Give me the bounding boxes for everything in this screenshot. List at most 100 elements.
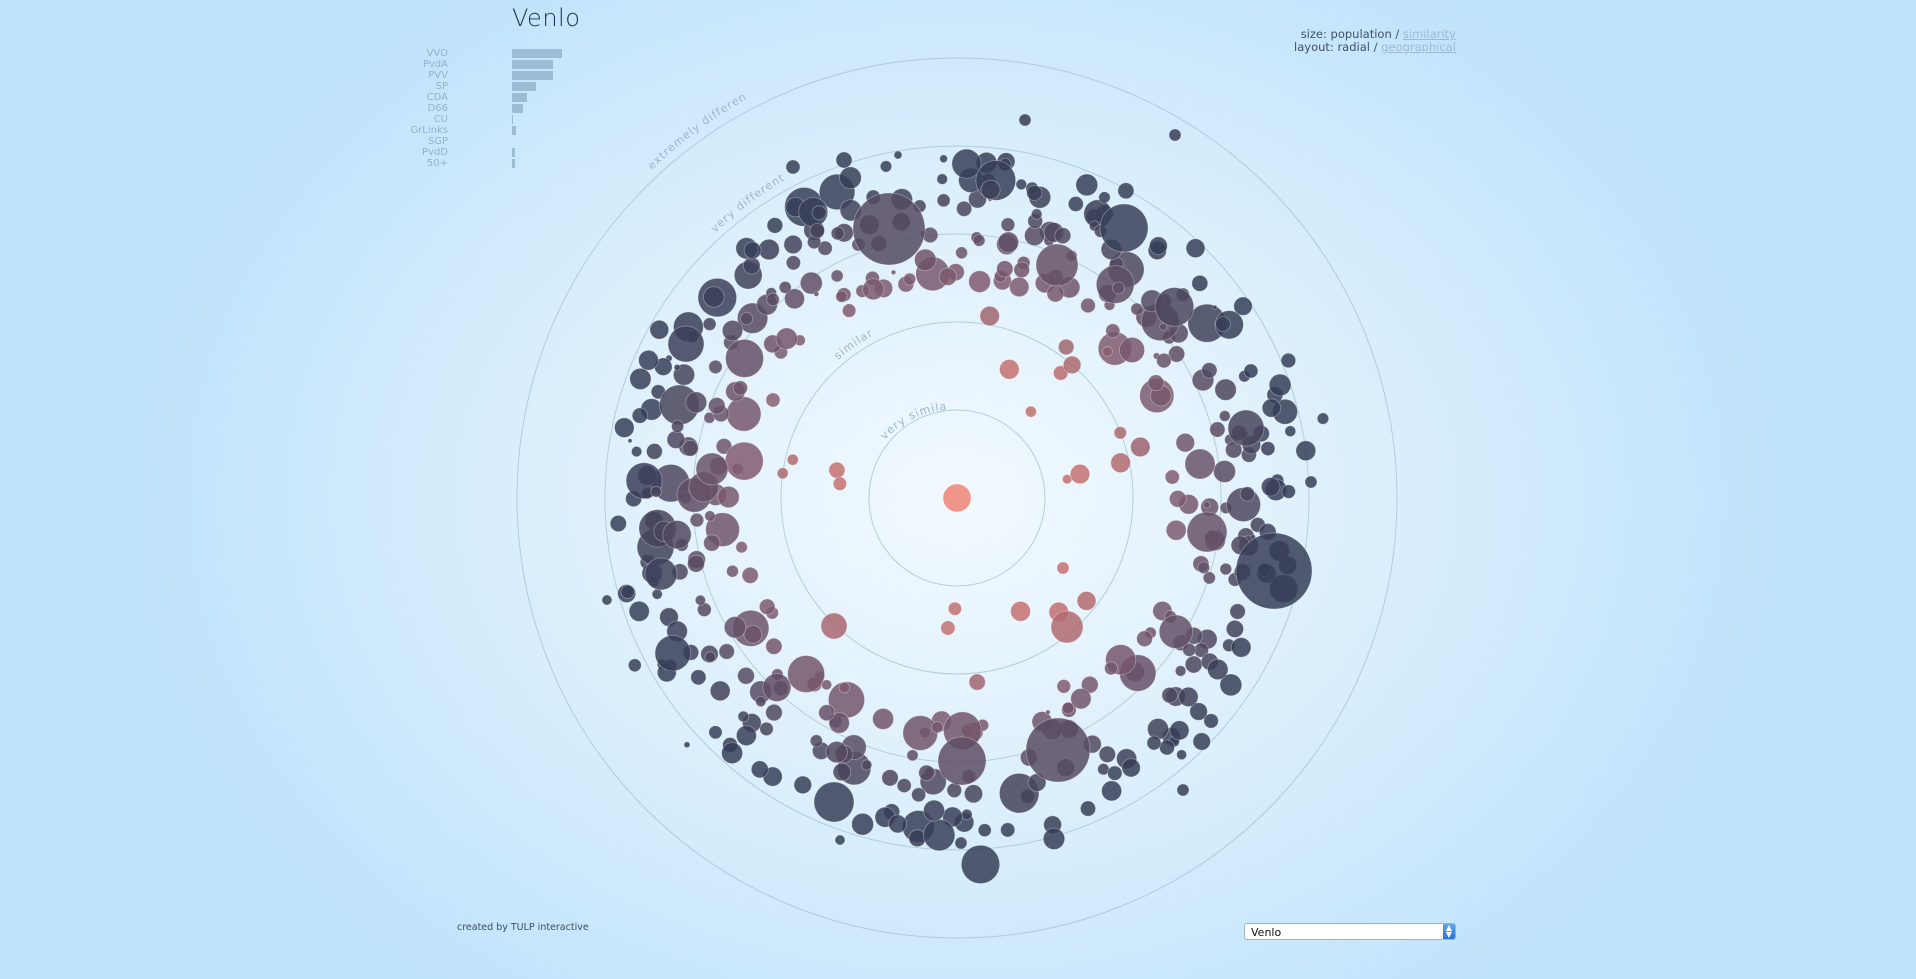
- municipality-bubble[interactable]: [1154, 287, 1195, 327]
- municipality-bubble[interactable]: [1207, 658, 1229, 681]
- municipality-bubble[interactable]: [835, 290, 848, 303]
- municipality-bubble[interactable]: [1101, 780, 1122, 802]
- municipality-bubble[interactable]: [938, 267, 958, 286]
- municipality-bubble[interactable]: [972, 234, 986, 247]
- municipality-bubble[interactable]: [1056, 561, 1070, 575]
- municipality-bubble[interactable]: [830, 269, 844, 283]
- municipality-bubble[interactable]: [893, 150, 903, 160]
- municipality-bubble[interactable]: [1025, 405, 1037, 418]
- municipality-bubble[interactable]: [682, 439, 699, 457]
- municipality-bubble[interactable]: [890, 269, 897, 276]
- municipality-bubble[interactable]: [813, 291, 820, 297]
- municipality-bubble[interactable]: [888, 814, 908, 834]
- municipality-bubble[interactable]: [654, 635, 691, 672]
- municipality-bubble[interactable]: [695, 452, 729, 486]
- municipality-bubble[interactable]: [736, 725, 757, 746]
- municipality-bubble[interactable]: [1201, 362, 1218, 379]
- municipality-bubble[interactable]: [1178, 686, 1199, 708]
- municipality-bubble[interactable]: [1061, 701, 1075, 715]
- municipality-bubble[interactable]: [1260, 441, 1276, 457]
- municipality-bubble[interactable]: [750, 760, 769, 779]
- municipality-bubble[interactable]: [834, 834, 846, 846]
- municipality-bubble[interactable]: [1050, 610, 1084, 644]
- municipality-bubble[interactable]: [1113, 426, 1127, 440]
- municipality-bubble[interactable]: [627, 438, 633, 444]
- municipality-bubble[interactable]: [999, 359, 1020, 380]
- municipality-bubble[interactable]: [1067, 196, 1084, 212]
- municipality-bubble[interactable]: [1042, 827, 1066, 850]
- municipality-bubble[interactable]: [726, 564, 739, 578]
- municipality-bubble[interactable]: [1230, 637, 1252, 658]
- municipality-bubble[interactable]: [1225, 619, 1244, 638]
- municipality-bubble[interactable]: [1176, 783, 1190, 797]
- municipality-bubble[interactable]: [1174, 665, 1187, 677]
- municipality-bubble[interactable]: [881, 769, 899, 787]
- size-option-similarity-link[interactable]: similarity: [1402, 27, 1456, 41]
- municipality-bubble[interactable]: [1080, 297, 1096, 314]
- municipality-bubble[interactable]: [726, 396, 762, 432]
- municipality-bubble[interactable]: [809, 222, 825, 239]
- municipality-bubble[interactable]: [879, 160, 893, 173]
- municipality-bubble[interactable]: [1009, 276, 1030, 298]
- municipality-bubble[interactable]: [1209, 421, 1226, 438]
- municipality-bubble[interactable]: [1227, 409, 1265, 447]
- municipality-bubble[interactable]: [715, 438, 733, 455]
- municipality-bubble[interactable]: [1075, 173, 1099, 197]
- municipality-bubble[interactable]: [1212, 304, 1218, 310]
- municipality-bubble[interactable]: [851, 812, 874, 836]
- municipality-bubble[interactable]: [896, 778, 912, 793]
- municipality-bubble[interactable]: [961, 808, 973, 821]
- municipality-select[interactable]: Venlo ▲ ▼: [1244, 923, 1456, 940]
- municipality-bubble[interactable]: [1146, 735, 1162, 751]
- municipality-bubble[interactable]: [702, 317, 717, 331]
- municipality-bubble[interactable]: [936, 173, 948, 185]
- municipality-bubble[interactable]: [1000, 822, 1016, 838]
- municipality-bubble[interactable]: [786, 453, 799, 466]
- municipality-bubble[interactable]: [1046, 284, 1065, 303]
- municipality-bubble[interactable]: [1197, 561, 1210, 574]
- municipality-bubble[interactable]: [1136, 630, 1153, 647]
- municipality-bubble[interactable]: [951, 148, 982, 179]
- municipality-bubble[interactable]: [841, 303, 857, 318]
- municipality-bubble[interactable]: [766, 217, 784, 234]
- municipality-bubble[interactable]: [947, 601, 962, 616]
- municipality-bubble[interactable]: [766, 292, 780, 307]
- municipality-bubble[interactable]: [614, 417, 635, 438]
- municipality-bubble[interactable]: [785, 255, 801, 271]
- municipality-bubble[interactable]: [759, 598, 776, 616]
- municipality-bubble[interactable]: [862, 278, 885, 301]
- municipality-bubble[interactable]: [1119, 336, 1146, 363]
- municipality-bubble[interactable]: [1076, 591, 1097, 611]
- municipality-bubble[interactable]: [832, 762, 852, 782]
- municipality-bubble[interactable]: [1000, 217, 1016, 232]
- municipality-bubble[interactable]: [787, 655, 825, 693]
- municipality-bubble[interactable]: [811, 205, 827, 221]
- municipality-bubble[interactable]: [1112, 281, 1125, 295]
- municipality-bubble[interactable]: [936, 193, 951, 208]
- municipality-bubble[interactable]: [690, 669, 707, 686]
- municipality-bubble[interactable]: [1284, 425, 1297, 438]
- municipality-bubble[interactable]: [817, 240, 833, 256]
- municipality-bubble[interactable]: [903, 272, 917, 286]
- municipality-bubble[interactable]: [630, 445, 643, 458]
- municipality-bubble[interactable]: [1147, 374, 1165, 392]
- municipality-bubble[interactable]: [743, 625, 763, 644]
- municipality-bubble[interactable]: [818, 704, 836, 722]
- municipality-bubble[interactable]: [1219, 673, 1243, 697]
- municipality-bubble[interactable]: [724, 441, 764, 481]
- municipality-bubble[interactable]: [609, 515, 627, 533]
- municipality-bubble[interactable]: [1156, 352, 1172, 369]
- municipality-bubble[interactable]: [828, 712, 850, 734]
- municipality-bubble[interactable]: [725, 338, 764, 378]
- municipality-bubble[interactable]: [852, 192, 926, 266]
- municipality-bubble[interactable]: [1261, 398, 1282, 418]
- municipality-bubble[interactable]: [1110, 452, 1131, 474]
- municipality-bubble[interactable]: [1102, 346, 1113, 357]
- municipality-bubble[interactable]: [1056, 679, 1072, 694]
- municipality-bubble[interactable]: [1214, 378, 1237, 401]
- municipality-bubble[interactable]: [1057, 338, 1075, 356]
- municipality-bubble[interactable]: [638, 349, 659, 371]
- municipality-bubble[interactable]: [1192, 732, 1211, 751]
- municipality-bubble[interactable]: [1053, 365, 1069, 381]
- municipality-bubble[interactable]: [914, 248, 937, 272]
